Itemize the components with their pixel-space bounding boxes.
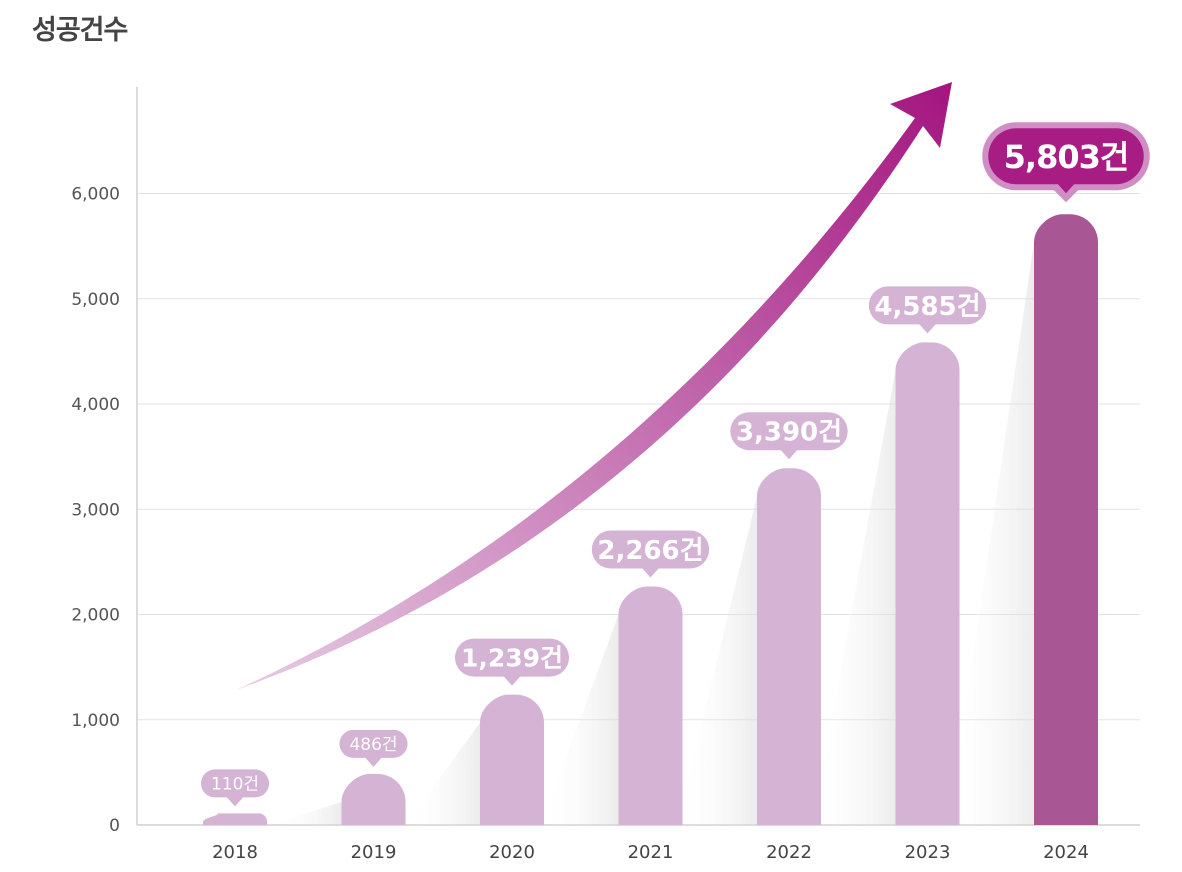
- x-tick-label: 2019: [351, 842, 397, 863]
- bar-shadow: [270, 801, 342, 825]
- data-label: 1,239건: [461, 644, 563, 673]
- data-label-bubble: [591, 530, 710, 578]
- y-tick-label: 3,000: [71, 500, 120, 520]
- y-tick-label: 5,000: [71, 290, 120, 310]
- bar-shadows: [270, 242, 1034, 825]
- data-label-bubble: [982, 122, 1150, 203]
- data-label-bubble: [339, 729, 408, 767]
- data-label: 2,266건: [597, 536, 703, 566]
- data-label-bubble: [730, 412, 848, 460]
- data-label-bubble: [455, 638, 569, 686]
- growth-arrow-shape: [236, 82, 952, 690]
- bar-2018: [203, 813, 267, 825]
- bar-2023: [895, 342, 960, 825]
- x-tick-label: 2023: [905, 842, 951, 863]
- data-label: 110건: [211, 775, 259, 795]
- bar-shadow: [948, 242, 1034, 825]
- x-tick-label: 2022: [766, 842, 812, 863]
- bar-2020: [480, 694, 544, 825]
- data-label-bubble: [200, 769, 270, 807]
- y-tick-label: 6,000: [71, 185, 120, 205]
- data-label: 4,585건: [874, 292, 980, 322]
- bar-shadow: [812, 370, 896, 825]
- tick-labels: 0 1,000 2,000 3,000 4,000 5,000 6,000 2018 2019 2…: [71, 185, 1089, 864]
- bars: [203, 214, 1098, 825]
- x-tick-label: 2024: [1043, 842, 1089, 863]
- bar-2019: [341, 773, 406, 825]
- y-tick-label: 1,000: [71, 711, 120, 731]
- bar-2024: [1034, 214, 1098, 825]
- x-tick-label: 2018: [212, 842, 258, 863]
- data-label: 5,803건: [1004, 138, 1129, 176]
- bar-2021: [618, 586, 683, 825]
- data-label-bubble: [868, 286, 987, 334]
- data-label: 3,390건: [736, 418, 842, 448]
- y-tick-label: 4,000: [71, 395, 120, 415]
- x-tick-label: 2020: [489, 842, 535, 863]
- bar-shadow: [541, 614, 619, 825]
- y-tick-label: 2,000: [71, 606, 120, 626]
- bar-shadow: [677, 496, 757, 825]
- growth-arrow: [236, 82, 952, 690]
- bar-shadow: [406, 722, 480, 825]
- x-tick-label: 2021: [628, 842, 674, 863]
- data-label: 486건: [349, 735, 397, 755]
- y-tick-label: 0: [109, 816, 120, 836]
- data-labels: 110건 486건 1,239건 2,266건 3,390건 4,585건 5,803건: [200, 122, 1150, 807]
- bar-2022: [757, 468, 821, 825]
- chart-title: 성공건수: [32, 15, 128, 46]
